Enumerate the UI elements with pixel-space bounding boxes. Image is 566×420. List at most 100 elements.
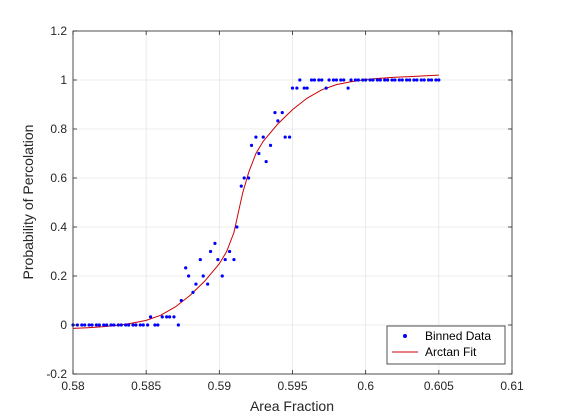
binned-data-point bbox=[239, 184, 243, 188]
binned-data-point bbox=[287, 135, 292, 139]
y-tick-labels: -0.2 0 0.2 0.4 0.6 0.8 1 1.2 bbox=[46, 24, 67, 381]
binned-data-point bbox=[331, 78, 336, 82]
y-tick-label: 0.4 bbox=[50, 220, 67, 234]
binned-data-point bbox=[208, 249, 213, 254]
binned-data-point bbox=[422, 78, 426, 82]
binned-data-point bbox=[198, 257, 202, 262]
binned-data-point bbox=[368, 78, 372, 82]
binned-data-point bbox=[429, 78, 434, 82]
binned-data-point bbox=[405, 78, 409, 82]
y-tick-label: 0 bbox=[60, 318, 67, 332]
binned-data-point bbox=[353, 78, 358, 82]
binned-data-point bbox=[283, 135, 287, 139]
binned-data-point bbox=[361, 78, 365, 82]
x-tick-labels: 0.58 0.585 0.59 0.595 0.6 0.605 0.61 bbox=[61, 379, 524, 393]
binned-data-point bbox=[194, 282, 198, 286]
binned-data-point bbox=[223, 257, 227, 262]
binned-data-point bbox=[334, 78, 338, 82]
y-tick-label: 0.2 bbox=[50, 269, 67, 283]
binned-data-point bbox=[273, 110, 277, 115]
binned-data-point bbox=[371, 78, 375, 82]
binned-data-point bbox=[317, 78, 321, 82]
binned-data-point bbox=[141, 323, 145, 327]
binned-data-point bbox=[172, 315, 176, 319]
binned-data-point bbox=[167, 315, 172, 319]
y-tick-label: 1 bbox=[60, 73, 67, 87]
binned-data-point bbox=[127, 323, 131, 327]
binned-data-point bbox=[386, 78, 390, 82]
binned-data-point bbox=[112, 323, 116, 327]
binned-data-point bbox=[342, 78, 346, 82]
binned-data-point bbox=[213, 241, 217, 246]
binned-data-point bbox=[153, 323, 157, 327]
y-tick-label: -0.2 bbox=[46, 367, 67, 381]
x-tick-label: 0.6 bbox=[357, 379, 374, 393]
binned-data-point bbox=[206, 282, 210, 286]
binned-data-point bbox=[437, 78, 441, 82]
binned-data-point bbox=[184, 266, 188, 270]
binned-data-point bbox=[124, 323, 128, 327]
legend-label-binned-data: Binned Data bbox=[425, 329, 491, 343]
binned-data-point bbox=[165, 315, 169, 319]
binned-data-point bbox=[419, 78, 423, 82]
binned-data-point bbox=[156, 323, 160, 327]
binned-data-point bbox=[415, 78, 419, 82]
y-tick-label: 0.8 bbox=[50, 122, 67, 136]
binned-data-point bbox=[134, 323, 138, 327]
legend-marker-binned-data bbox=[403, 334, 407, 338]
binned-data-point bbox=[242, 176, 246, 180]
scatter-points-layer bbox=[71, 78, 441, 327]
y-tick-label: 0.6 bbox=[50, 171, 67, 185]
binned-data-point bbox=[375, 78, 379, 82]
legend-box bbox=[386, 325, 506, 365]
binned-data-point bbox=[201, 274, 205, 278]
x-tick-label: 0.59 bbox=[208, 379, 232, 393]
binned-data-point bbox=[176, 323, 180, 327]
binned-data-point bbox=[75, 323, 79, 327]
binned-data-point bbox=[400, 78, 404, 82]
binned-data-point bbox=[249, 143, 254, 148]
binned-data-point bbox=[146, 323, 150, 327]
binned-data-point bbox=[160, 315, 164, 319]
binned-data-point bbox=[378, 78, 382, 82]
legend-label-arctan-fit: Arctan Fit bbox=[425, 345, 477, 359]
binned-data-point bbox=[346, 86, 350, 90]
binned-data-point bbox=[90, 323, 94, 327]
binned-data-point bbox=[97, 323, 101, 327]
x-tick-label: 0.595 bbox=[277, 379, 307, 393]
binned-data-point bbox=[302, 86, 306, 90]
binned-data-point bbox=[383, 78, 387, 82]
binned-data-point bbox=[349, 78, 353, 82]
binned-data-point bbox=[131, 323, 135, 327]
binned-data-point bbox=[187, 274, 191, 278]
binned-data-point bbox=[412, 78, 416, 82]
binned-data-point bbox=[339, 78, 343, 82]
binned-data-point bbox=[295, 86, 299, 90]
x-tick-label: 0.585 bbox=[131, 379, 161, 393]
binned-data-point bbox=[94, 323, 99, 327]
binned-data-point bbox=[102, 323, 106, 327]
legend: Binned Data Arctan Fit bbox=[386, 325, 506, 365]
binned-data-point bbox=[191, 290, 195, 295]
binned-data-point bbox=[298, 78, 302, 82]
arctan-fit-line bbox=[72, 74, 439, 329]
binned-data-point bbox=[254, 135, 258, 139]
x-tick-label: 0.605 bbox=[424, 379, 454, 393]
binned-data-point bbox=[290, 86, 295, 90]
binned-data-point bbox=[83, 323, 87, 327]
binned-data-point bbox=[105, 323, 109, 327]
binned-data-point bbox=[324, 86, 328, 90]
binned-data-point bbox=[261, 135, 265, 139]
binned-data-point bbox=[327, 78, 331, 82]
binned-data-point bbox=[220, 274, 224, 278]
binned-data-point bbox=[393, 78, 397, 82]
binned-data-point bbox=[268, 143, 273, 148]
binned-data-point bbox=[276, 119, 280, 123]
binned-data-point bbox=[138, 323, 142, 327]
binned-data-point bbox=[312, 78, 317, 82]
binned-data-point bbox=[397, 78, 401, 82]
binned-data-point bbox=[235, 225, 239, 229]
binned-data-point bbox=[119, 323, 123, 327]
